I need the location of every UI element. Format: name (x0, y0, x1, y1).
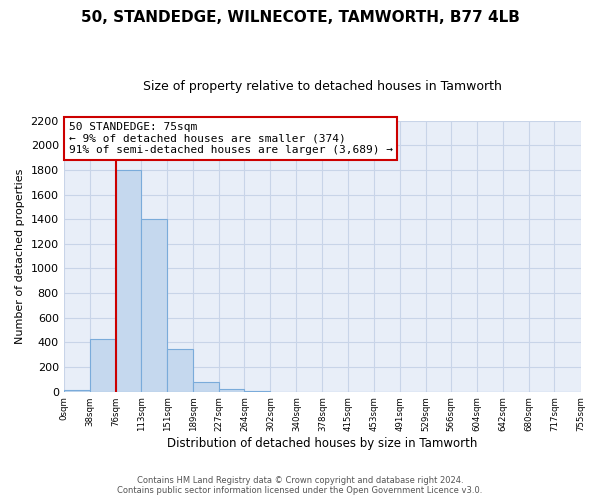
Title: Size of property relative to detached houses in Tamworth: Size of property relative to detached ho… (143, 80, 502, 93)
Y-axis label: Number of detached properties: Number of detached properties (15, 168, 25, 344)
Bar (141, 219, 167, 392)
Text: 50 STANDEDGE: 75sqm
← 9% of detached houses are smaller (374)
91% of semi-detach: 50 STANDEDGE: 75sqm ← 9% of detached hou… (69, 122, 393, 155)
Bar (116, 170, 141, 392)
Bar (244, 391, 271, 392)
Text: 50, STANDEDGE, WILNECOTE, TAMWORTH, B77 4LB: 50, STANDEDGE, WILNECOTE, TAMWORTH, B77 … (80, 10, 520, 25)
Bar (89, 338, 116, 392)
Bar (167, 348, 193, 392)
Bar (219, 388, 244, 392)
X-axis label: Distribution of detached houses by size in Tamworth: Distribution of detached houses by size … (167, 437, 477, 450)
Bar (193, 382, 219, 392)
Bar (64, 390, 89, 392)
Text: Contains HM Land Registry data © Crown copyright and database right 2024.
Contai: Contains HM Land Registry data © Crown c… (118, 476, 482, 495)
